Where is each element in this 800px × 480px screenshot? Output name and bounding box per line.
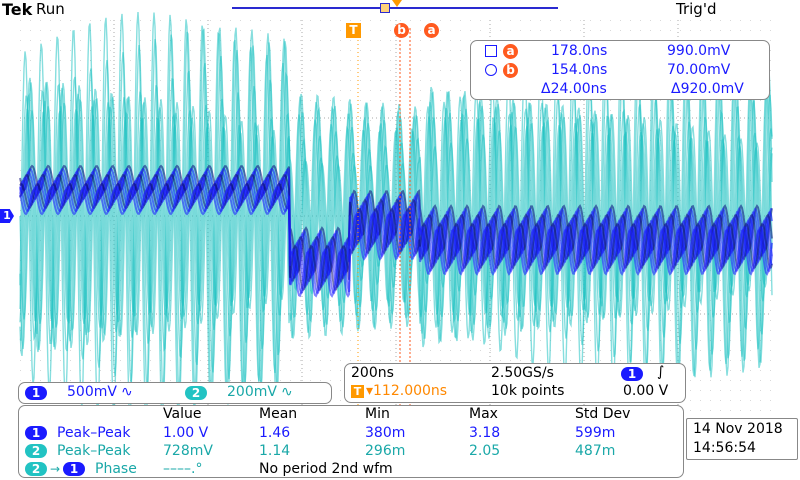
meas2-channel-badge: 2 [25, 444, 47, 458]
measurement-row-phase[interactable]: 2 → 1 Phase ––––.° No period 2nd wfm [19, 460, 683, 478]
channel-scale-panel[interactable]: 1 500mV ∿ 2 200mV ∿ [18, 382, 332, 404]
timebase-panel[interactable]: 200ns 2.50GS/s 1 ∫ T ▾112.000ns 10k poin… [344, 363, 686, 403]
ch1-ground-marker[interactable]: 1 [0, 209, 14, 223]
ch1-coupling-icon: ∿ [121, 384, 133, 400]
meas2-std: 487m [575, 443, 616, 459]
ch2-coupling-icon: ∿ [281, 384, 293, 400]
ch2-badge[interactable]: 2 [185, 386, 207, 400]
meas1-max: 3.18 [469, 425, 501, 441]
meas2-name: Peak–Peak [57, 443, 131, 459]
cursor-a-voltage: 990.0mV [667, 43, 731, 59]
phase-value: ––––.° [163, 461, 203, 477]
ch1-waveform [19, 164, 773, 298]
trigger-level[interactable]: 0.00 V [623, 383, 669, 399]
date-display: 14 Nov 2018 [693, 421, 783, 437]
meas1-std: 599m [575, 425, 616, 441]
cursor-readout-panel: a 178.0ns 990.0mV b 154.0ns 70.00mV Δ24.… [470, 40, 770, 100]
col-min: Min [365, 406, 390, 422]
record-view-window[interactable] [380, 3, 390, 13]
cursor-square-icon [485, 45, 497, 57]
col-value: Value [163, 406, 202, 422]
trigger-slope-icon: ∫ [657, 364, 665, 380]
ch1-scale[interactable]: 500mV [67, 384, 117, 400]
meas1-mean: 1.46 [259, 425, 291, 441]
cursor-b-marker[interactable]: b [394, 23, 409, 38]
horizontal-scale[interactable]: 200ns [351, 365, 394, 381]
col-std-dev: Std Dev [575, 406, 631, 422]
col-mean: Mean [259, 406, 298, 422]
trigger-marker[interactable]: T [346, 23, 361, 38]
measurements-panel[interactable]: Value Mean Min Max Std Dev 1 Peak–Peak 1… [18, 405, 684, 478]
brand-logo: Tek [2, 0, 33, 19]
trigger-position[interactable]: ▾112.000ns [366, 383, 448, 399]
meas2-max: 2.05 [469, 443, 501, 459]
col-max: Max [469, 406, 498, 422]
cursor-b-voltage: 70.00mV [667, 62, 731, 78]
measurements-header: Value Mean Min Max Std Dev [19, 405, 683, 423]
sample-rate: 2.50GS/s [491, 365, 554, 381]
record-length: 10k points [491, 383, 565, 399]
cursor-delta-time: Δ24.00ns [541, 81, 607, 97]
cursor-a-marker[interactable]: a [424, 23, 439, 38]
meas1-min: 380m [365, 425, 406, 441]
meas1-value: 1.00 V [163, 425, 209, 441]
trigger-source-badge[interactable]: 1 [621, 367, 643, 381]
phase-note: No period 2nd wfm [259, 461, 393, 477]
meas2-value: 728mV [163, 443, 213, 459]
meas1-channel-badge: 1 [25, 426, 47, 440]
trigger-status: Trig'd [676, 0, 717, 18]
measurement-row-ch1[interactable]: 1 Peak–Peak 1.00 V 1.46 380m 3.18 599m [19, 424, 683, 442]
datetime-panel[interactable]: 14 Nov 2018 14:56:54 [686, 418, 798, 460]
record-view-bar[interactable] [232, 7, 558, 9]
meas1-name: Peak–Peak [57, 425, 131, 441]
cursor-delta-voltage: Δ920.0mV [671, 81, 744, 97]
phase-arrow-icon: → [50, 462, 61, 476]
meas2-min: 296m [365, 443, 406, 459]
run-state[interactable]: Run [36, 0, 65, 18]
ch2-scale[interactable]: 200mV [227, 384, 277, 400]
cursor-b-time: 154.0ns [551, 62, 608, 78]
phase-to-badge: 1 [63, 462, 85, 476]
meas2-mean: 1.14 [259, 443, 291, 459]
cursor-a-label: a [503, 44, 518, 59]
phase-name: Phase [95, 461, 137, 477]
time-display: 14:56:54 [693, 440, 756, 456]
ch1-badge[interactable]: 1 [25, 386, 47, 400]
trigger-position-icon: T [351, 385, 364, 398]
phase-from-badge: 2 [25, 462, 47, 476]
cursor-a-time: 178.0ns [551, 43, 608, 59]
trigger-position-indicator [392, 0, 402, 7]
cursor-b-label: b [503, 63, 518, 78]
measurement-row-ch2[interactable]: 2 Peak–Peak 728mV 1.14 296m 2.05 487m [19, 442, 683, 460]
cursor-circle-icon [485, 64, 497, 76]
